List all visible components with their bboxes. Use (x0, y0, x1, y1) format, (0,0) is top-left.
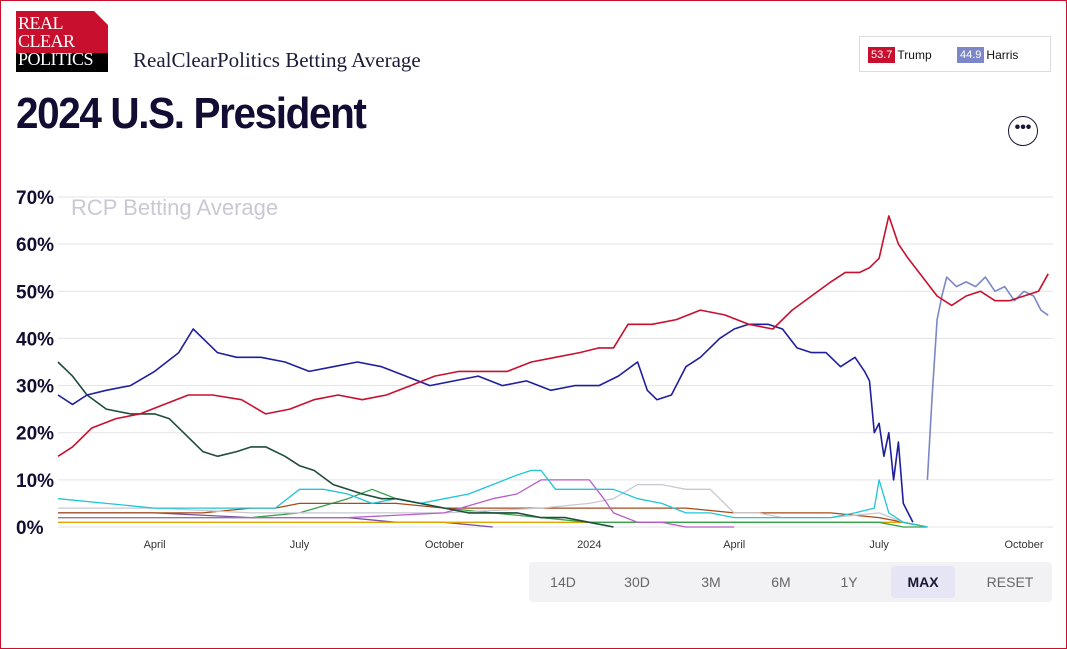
page-title: 2024 U.S. President (16, 89, 367, 138)
y-tick-label: 40% (16, 329, 54, 350)
y-tick-label: 10% (16, 471, 54, 492)
series-line-rfk-jr- (58, 502, 928, 528)
series-line-whitmer (58, 521, 928, 528)
x-tick-label: October (425, 539, 464, 551)
x-tick-label: 2024 (577, 539, 601, 551)
y-tick-label: 30% (16, 377, 54, 398)
legend-value-harris: 44.9 (957, 47, 985, 63)
y-axis: 0% 10% 20% 30% 40% 50% 60% 70% (16, 188, 54, 539)
x-axis: April July October 2024 April July October (144, 539, 1044, 551)
range-button-reset[interactable]: RESET (986, 574, 1034, 590)
series-line-harris (926, 276, 1049, 480)
y-tick-label: 50% (16, 282, 54, 303)
x-tick-label: April (723, 539, 745, 551)
series-line-biden (57, 323, 914, 523)
rcp-logo[interactable]: REAL CLEAR POLITICS (16, 11, 108, 72)
grid-lines (58, 196, 1053, 528)
range-selector: 14D 30D 3M 6M 1Y MAX RESET (529, 562, 1052, 602)
logo-line-1: REAL (18, 13, 64, 33)
page-subtitle: RealClearPolitics Betting Average (133, 48, 421, 72)
chart-watermark: RCP Betting Average (71, 195, 278, 220)
logo-line-2: CLEAR (18, 31, 75, 51)
range-button-3m[interactable]: 3M (701, 574, 721, 590)
y-tick-label: 20% (16, 424, 54, 445)
series-line-michelle-obama (58, 483, 904, 523)
series-line-trump (57, 215, 1049, 457)
series-line-newsom (57, 469, 928, 528)
logo-text: REAL CLEAR POLITICS (18, 13, 94, 69)
y-tick-label: 60% (16, 235, 54, 256)
range-button-30d[interactable]: 30D (624, 574, 650, 590)
range-button-14d[interactable]: 14D (550, 574, 576, 590)
legend-label-trump: Trump (897, 48, 932, 62)
range-button-max[interactable]: MAX (891, 566, 955, 598)
y-tick-label: 0% (16, 518, 44, 539)
y-tick-label: 70% (16, 188, 54, 209)
series-line-desantis (57, 361, 614, 528)
logo-red-block (16, 11, 108, 53)
series-lines (57, 215, 1049, 528)
x-tick-label: April (144, 539, 166, 551)
x-tick-label: July (869, 539, 889, 551)
range-button-6m[interactable]: 6M (771, 574, 791, 590)
x-tick-label: October (1004, 539, 1043, 551)
series-line-haley (58, 479, 735, 528)
more-options-button[interactable]: ••• (1008, 116, 1038, 146)
legend-item-harris[interactable]: 44.9 Harris (957, 47, 1018, 63)
legend-value-trump: 53.7 (868, 47, 896, 63)
legend-label-harris: Harris (986, 48, 1019, 62)
legend-item-trump[interactable]: 53.7 Trump (868, 47, 932, 63)
logo-line-3: POLITICS (18, 49, 94, 69)
range-button-1y[interactable]: 1Y (840, 574, 858, 590)
legend: 53.7 Trump 44.9 Harris (859, 36, 1051, 72)
line-chart: RCP Betting Average 0% 10% 20% 30% 40% 50% 60%… (16, 188, 1053, 551)
x-tick-label: July (290, 539, 310, 551)
